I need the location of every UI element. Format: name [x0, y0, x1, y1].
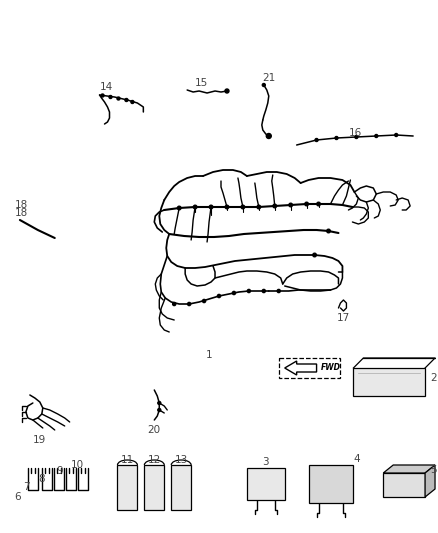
Text: 1: 1: [206, 350, 212, 360]
Text: 13: 13: [175, 455, 188, 465]
Circle shape: [232, 292, 236, 295]
Circle shape: [131, 101, 134, 103]
Circle shape: [262, 84, 265, 86]
Bar: [353, 368, 425, 396]
Circle shape: [335, 136, 338, 140]
Text: 2: 2: [430, 373, 437, 383]
Circle shape: [305, 202, 308, 206]
Circle shape: [187, 302, 191, 305]
Circle shape: [173, 302, 176, 305]
Circle shape: [225, 89, 229, 93]
Circle shape: [277, 289, 280, 293]
Text: 12: 12: [148, 455, 161, 465]
Circle shape: [395, 133, 398, 136]
Text: 19: 19: [33, 435, 46, 445]
Circle shape: [289, 203, 293, 207]
Text: 6: 6: [14, 492, 21, 502]
Circle shape: [266, 133, 271, 139]
Text: 17: 17: [337, 313, 350, 323]
Circle shape: [193, 205, 197, 209]
Polygon shape: [425, 465, 435, 497]
Circle shape: [313, 253, 316, 257]
Polygon shape: [383, 465, 435, 473]
Circle shape: [202, 300, 206, 303]
Text: 9: 9: [57, 466, 63, 476]
Circle shape: [177, 206, 181, 210]
Text: 4: 4: [353, 454, 360, 464]
Circle shape: [257, 205, 261, 209]
Text: 20: 20: [148, 425, 161, 435]
Circle shape: [117, 97, 120, 100]
Circle shape: [317, 202, 320, 206]
Bar: [117, 465, 138, 510]
Text: 11: 11: [121, 455, 134, 465]
Circle shape: [375, 134, 378, 138]
Circle shape: [241, 205, 245, 209]
Text: 16: 16: [348, 128, 362, 138]
Circle shape: [355, 135, 358, 139]
Bar: [309, 465, 353, 503]
Bar: [247, 468, 285, 500]
Text: 10: 10: [71, 460, 84, 470]
Circle shape: [101, 94, 104, 97]
Text: 18: 18: [15, 208, 28, 218]
Circle shape: [125, 99, 128, 101]
Circle shape: [273, 204, 276, 208]
Circle shape: [327, 229, 330, 233]
Text: 8: 8: [39, 474, 45, 484]
Text: 7: 7: [24, 482, 30, 492]
Text: 18: 18: [15, 200, 28, 210]
Circle shape: [209, 205, 213, 209]
Bar: [383, 473, 425, 497]
Circle shape: [158, 401, 161, 405]
Circle shape: [247, 289, 251, 293]
Circle shape: [315, 139, 318, 141]
Text: 3: 3: [262, 457, 269, 467]
Text: 21: 21: [262, 73, 275, 83]
Circle shape: [225, 205, 229, 209]
Text: 5: 5: [430, 465, 437, 475]
Circle shape: [262, 289, 265, 293]
Circle shape: [217, 294, 221, 297]
Text: FWD: FWD: [321, 364, 341, 373]
Text: 15: 15: [195, 78, 208, 88]
Bar: [171, 465, 191, 510]
Circle shape: [158, 408, 161, 411]
Bar: [145, 465, 164, 510]
Text: 14: 14: [99, 82, 113, 92]
Circle shape: [109, 95, 112, 99]
